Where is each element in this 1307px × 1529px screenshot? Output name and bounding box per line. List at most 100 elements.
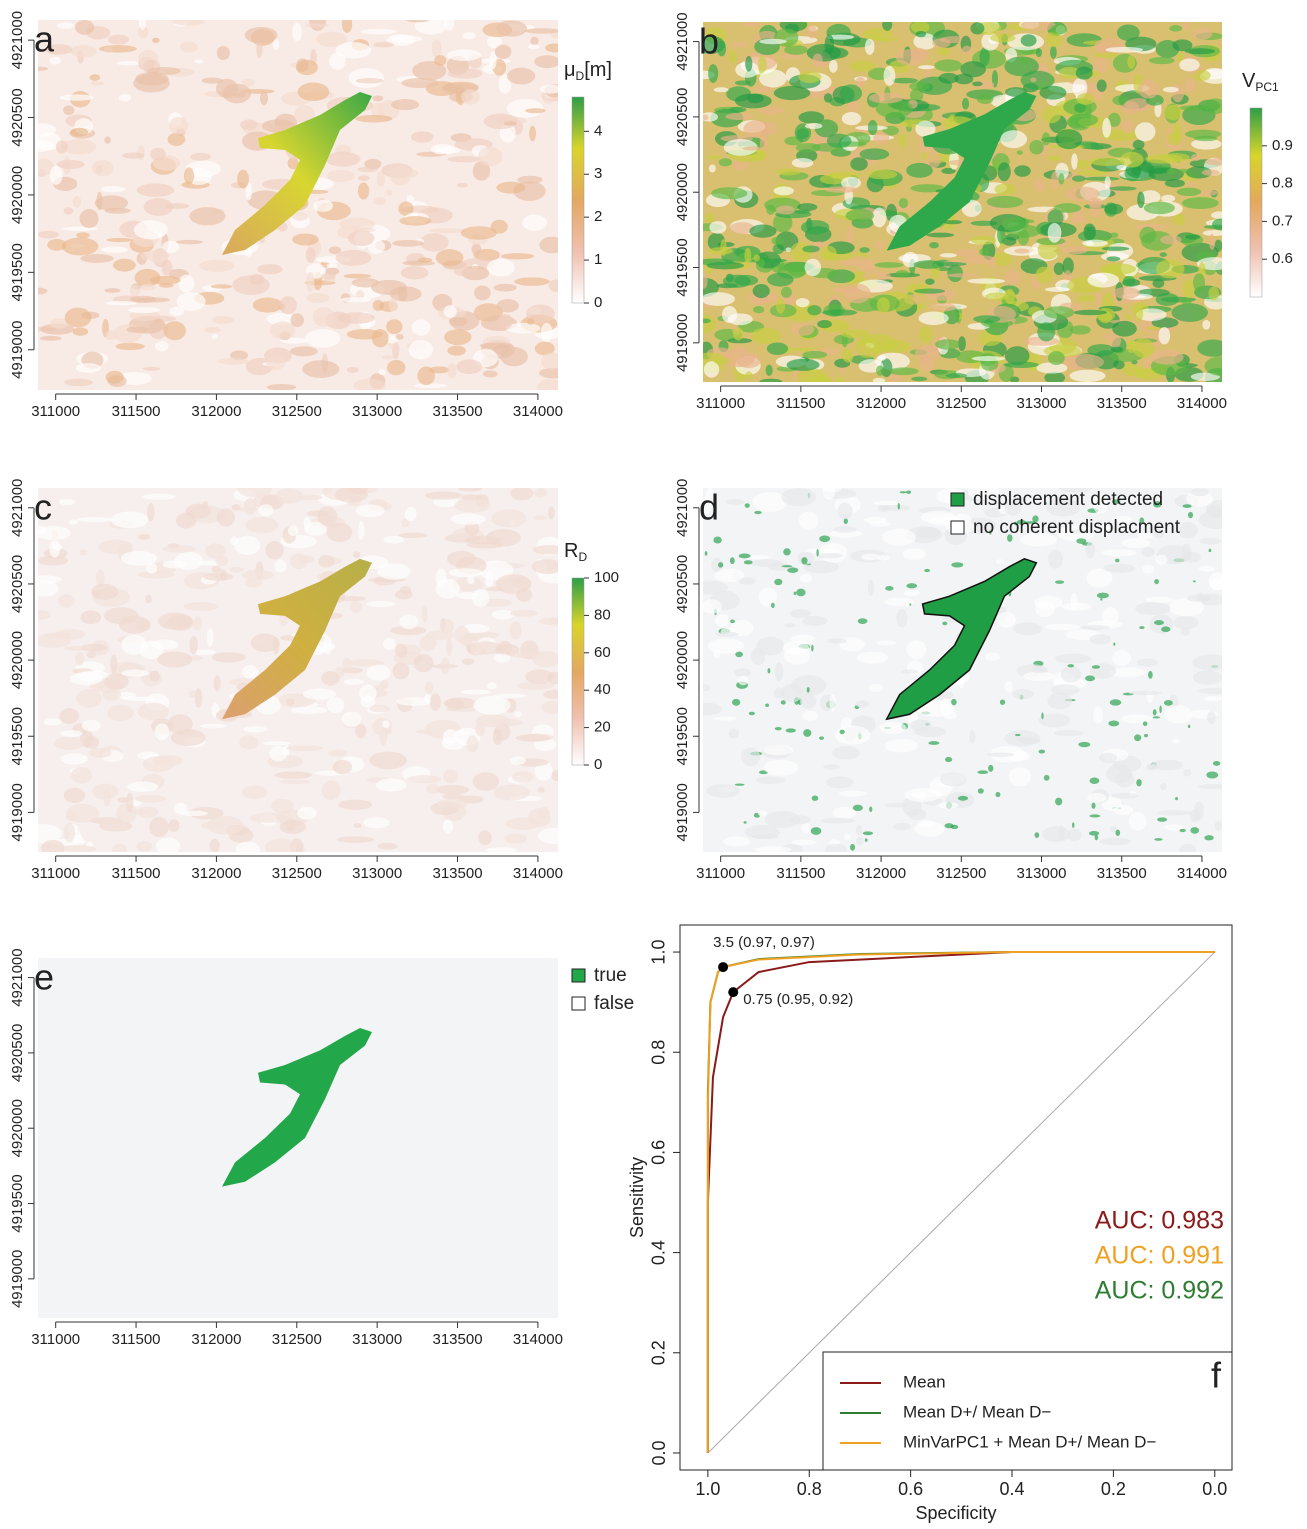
texture bbox=[266, 356, 285, 370]
texture bbox=[896, 609, 907, 628]
texture bbox=[713, 357, 729, 365]
x-tick-label: 311500 bbox=[112, 403, 161, 420]
texture bbox=[730, 620, 735, 624]
texture bbox=[376, 779, 407, 792]
texture bbox=[304, 517, 310, 530]
texture bbox=[1002, 217, 1027, 230]
texture bbox=[1204, 835, 1213, 840]
map-raster bbox=[22, 11, 570, 396]
texture bbox=[708, 64, 718, 83]
texture bbox=[858, 259, 876, 273]
texture bbox=[754, 511, 761, 514]
texture bbox=[265, 839, 296, 857]
texture bbox=[40, 336, 62, 341]
y-tick-label: 0.8 bbox=[649, 1040, 669, 1065]
texture bbox=[36, 526, 71, 540]
texture bbox=[259, 504, 274, 516]
texture bbox=[1123, 276, 1135, 287]
texture bbox=[781, 287, 792, 298]
texture bbox=[768, 668, 771, 673]
map-raster bbox=[25, 479, 573, 858]
texture bbox=[193, 616, 202, 630]
y-tick-label: 4921000 bbox=[9, 948, 26, 1006]
texture bbox=[938, 73, 958, 84]
texture bbox=[444, 17, 454, 31]
texture bbox=[776, 206, 795, 215]
texture bbox=[407, 775, 441, 783]
y-tick-label: 4920000 bbox=[9, 631, 26, 689]
texture bbox=[1211, 211, 1228, 219]
x-tick-label: 313000 bbox=[352, 403, 402, 420]
texture bbox=[522, 214, 547, 230]
texture bbox=[313, 200, 333, 212]
texture bbox=[446, 638, 452, 656]
texture bbox=[136, 841, 152, 852]
texture bbox=[429, 228, 466, 233]
texture bbox=[784, 647, 810, 665]
texture bbox=[538, 807, 550, 819]
texture bbox=[1089, 814, 1100, 817]
x-tick-label: 312000 bbox=[856, 865, 906, 882]
texture bbox=[507, 68, 535, 85]
texture bbox=[386, 168, 419, 178]
texture bbox=[1194, 136, 1217, 141]
texture bbox=[70, 128, 88, 137]
texture bbox=[832, 746, 860, 759]
texture bbox=[802, 245, 820, 252]
texture bbox=[1165, 179, 1185, 187]
texture bbox=[495, 45, 512, 59]
y-tick-label: 4920000 bbox=[9, 166, 26, 224]
texture bbox=[833, 526, 856, 533]
texture bbox=[199, 260, 235, 272]
texture bbox=[113, 259, 136, 272]
colorbar-tick-label: 4 bbox=[594, 122, 602, 139]
texture bbox=[689, 703, 722, 716]
texture bbox=[291, 707, 328, 714]
texture bbox=[1054, 203, 1081, 213]
texture bbox=[425, 491, 462, 499]
texture bbox=[1076, 538, 1086, 544]
texture bbox=[903, 548, 927, 560]
y-tick-label: 4919500 bbox=[674, 707, 691, 765]
texture bbox=[63, 646, 92, 651]
texture bbox=[863, 271, 891, 281]
texture bbox=[356, 504, 385, 517]
texture bbox=[855, 338, 882, 358]
texture bbox=[372, 95, 383, 101]
texture bbox=[1148, 671, 1153, 679]
texture bbox=[709, 164, 716, 172]
texture bbox=[700, 319, 711, 324]
x-tick-label: 311000 bbox=[31, 865, 80, 882]
texture bbox=[1051, 171, 1059, 189]
texture bbox=[820, 818, 855, 824]
texture bbox=[44, 718, 61, 726]
texture bbox=[1050, 46, 1057, 59]
texture bbox=[771, 237, 783, 245]
texture bbox=[1111, 793, 1139, 799]
texture bbox=[444, 698, 477, 709]
texture bbox=[919, 326, 932, 343]
texture bbox=[1067, 664, 1074, 667]
texture bbox=[434, 55, 446, 66]
texture bbox=[532, 559, 563, 574]
texture bbox=[1199, 566, 1215, 572]
texture bbox=[1009, 767, 1031, 786]
texture bbox=[76, 232, 90, 238]
title-main: V bbox=[1242, 70, 1256, 92]
texture bbox=[951, 699, 956, 705]
texture bbox=[409, 340, 434, 359]
texture bbox=[527, 318, 535, 324]
texture bbox=[1159, 705, 1161, 713]
x-tick-label: 312500 bbox=[272, 865, 322, 882]
texture bbox=[541, 353, 562, 370]
x-tick-label: 311500 bbox=[776, 395, 825, 412]
texture bbox=[1183, 504, 1192, 508]
x-tick-label: 311000 bbox=[31, 1331, 80, 1348]
texture bbox=[774, 28, 799, 46]
texture bbox=[497, 299, 519, 312]
texture bbox=[888, 374, 902, 386]
texture bbox=[1209, 287, 1219, 301]
x-tick-label: 312000 bbox=[191, 865, 241, 882]
texture bbox=[443, 794, 464, 800]
texture bbox=[382, 355, 394, 359]
